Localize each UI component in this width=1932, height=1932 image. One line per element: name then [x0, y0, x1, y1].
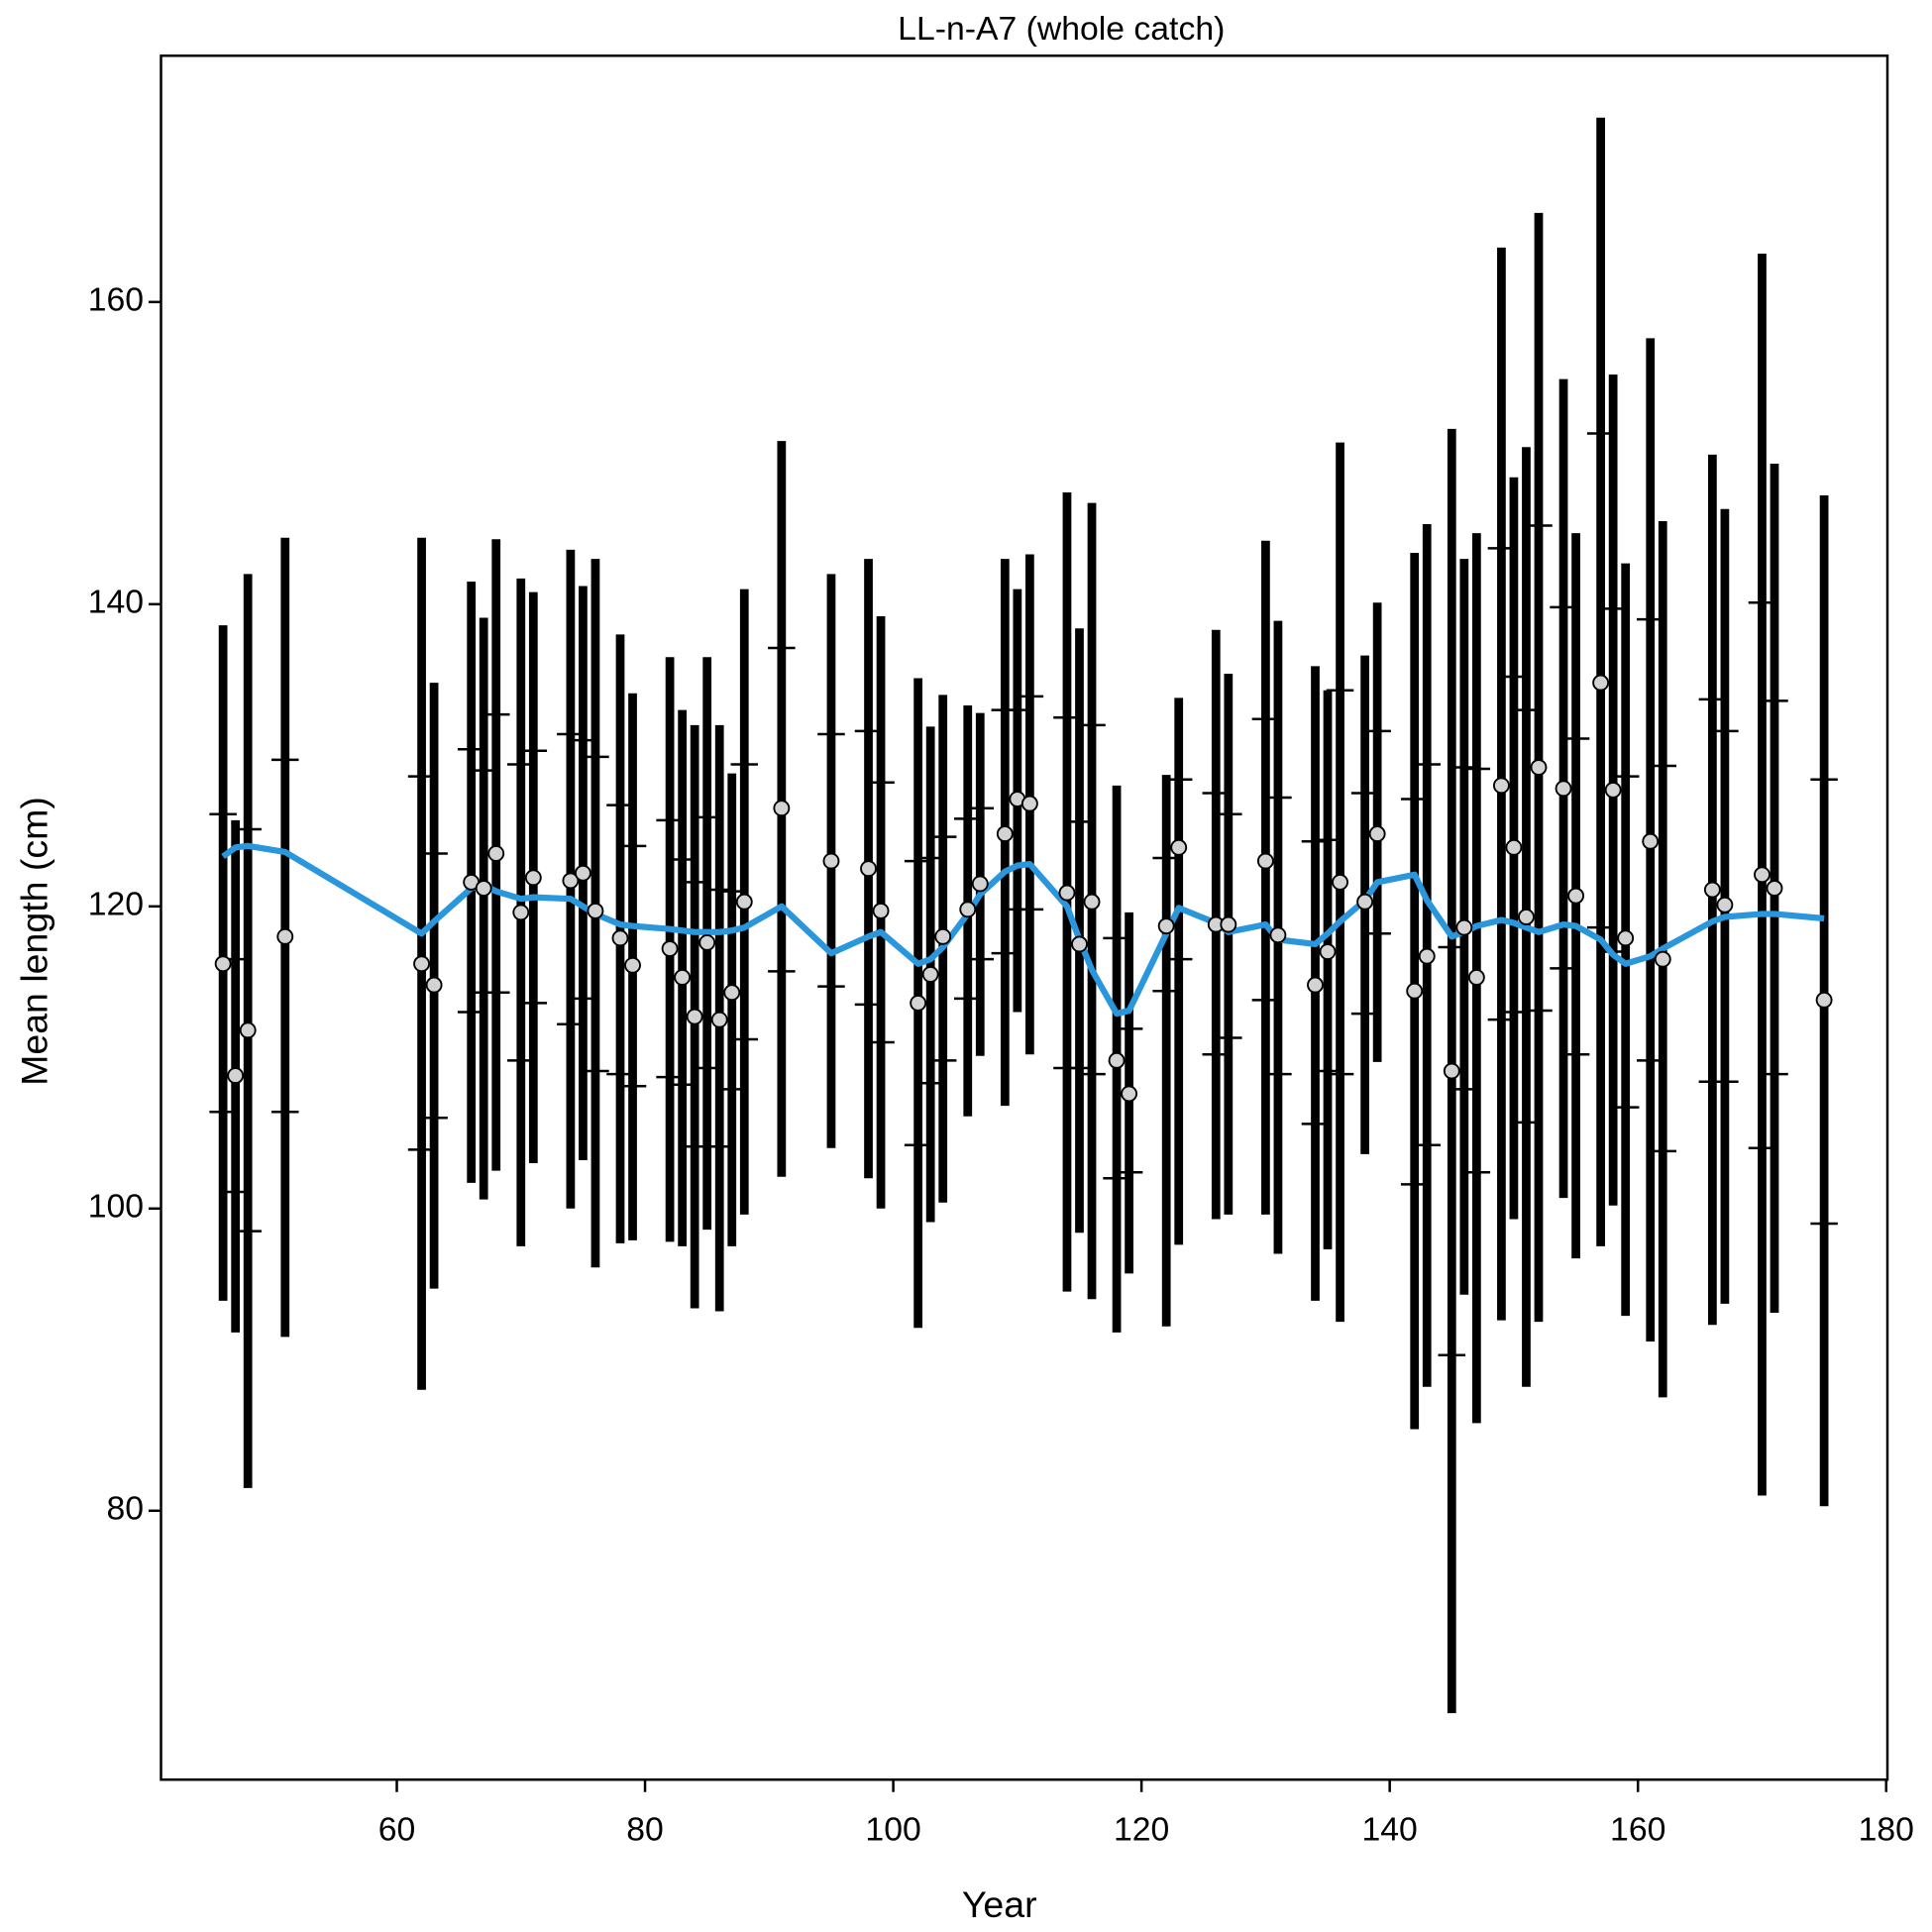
- mean-point: [1443, 1062, 1460, 1080]
- mean-point: [822, 852, 840, 870]
- mean-point: [860, 860, 877, 878]
- mean-point: [710, 1011, 728, 1028]
- mean-point: [512, 904, 530, 921]
- mean-point: [227, 1067, 245, 1085]
- mean-point: [587, 902, 604, 919]
- mean-point: [1642, 832, 1660, 850]
- mean-point: [1530, 759, 1548, 776]
- mean-point: [1356, 893, 1374, 911]
- x-tick-label: 120: [1114, 1811, 1169, 1849]
- mean-point: [1368, 825, 1386, 843]
- mean-point: [934, 927, 952, 945]
- x-tick-label: 80: [626, 1811, 664, 1849]
- x-tick-label: 160: [1610, 1811, 1665, 1849]
- mean-point: [1256, 852, 1274, 870]
- mean-point: [475, 880, 492, 897]
- mean-point: [1406, 982, 1424, 1000]
- mean-point: [1170, 838, 1188, 856]
- mean-point: [1518, 909, 1535, 925]
- mean-point: [996, 825, 1014, 843]
- mean-point: [1654, 950, 1671, 968]
- mean-point: [624, 956, 641, 974]
- mean-point: [1455, 918, 1473, 936]
- x-tick-label: 180: [1859, 1811, 1914, 1849]
- mean-point: [661, 940, 679, 957]
- mean-point: [413, 955, 431, 973]
- mean-point: [1505, 838, 1523, 856]
- mean-point: [910, 994, 927, 1012]
- x-tick-label: 60: [378, 1811, 416, 1849]
- mean-point: [698, 933, 716, 951]
- x-tick-label: 100: [865, 1811, 920, 1849]
- y-tick-label: 100: [88, 1188, 144, 1226]
- y-tick-label: 140: [88, 584, 144, 621]
- mean-point: [1716, 896, 1734, 913]
- mean-point: [921, 965, 939, 983]
- mean-point: [425, 976, 443, 994]
- mean-point: [1083, 893, 1101, 911]
- mean-point: [1555, 780, 1572, 798]
- mean-point: [674, 969, 692, 986]
- mean-point: [611, 929, 629, 947]
- mean-point: [1467, 969, 1485, 986]
- mean-point: [574, 864, 591, 882]
- mean-point: [1307, 976, 1324, 994]
- mean-point: [1157, 917, 1175, 935]
- mean-point: [1319, 943, 1337, 960]
- chart-title: LL-n-A7 (whole catch): [898, 10, 1225, 48]
- mean-point: [239, 1021, 257, 1039]
- plot-frame: [160, 54, 1889, 1781]
- mean-point: [959, 901, 977, 918]
- mean-point: [1766, 880, 1783, 897]
- mean-point: [1071, 935, 1088, 953]
- mean-point: [1121, 1085, 1138, 1103]
- mean-point: [1108, 1051, 1126, 1069]
- mean-point: [1567, 887, 1585, 905]
- y-tick-label: 80: [106, 1490, 144, 1528]
- mean-point: [562, 872, 580, 890]
- mean-point: [971, 875, 989, 893]
- mean-point: [1617, 929, 1635, 947]
- x-tick-label: 140: [1362, 1811, 1418, 1849]
- y-tick-label: 120: [88, 886, 144, 923]
- fit-line: [221, 842, 1825, 1018]
- mean-point: [524, 869, 542, 887]
- mean-point: [773, 800, 791, 817]
- mean-point: [1754, 866, 1771, 884]
- y-axis-label: Mean length (cm): [13, 797, 54, 1086]
- mean-point: [1703, 881, 1721, 899]
- mean-point: [1492, 777, 1510, 795]
- mean-point: [487, 845, 505, 862]
- mean-point: [1020, 795, 1038, 812]
- mean-point: [1269, 926, 1287, 944]
- mean-point: [1815, 991, 1833, 1009]
- mean-point: [214, 955, 232, 973]
- mean-point: [1604, 781, 1622, 799]
- mean-point: [1418, 947, 1436, 965]
- mean-point: [1220, 915, 1237, 933]
- mean-point: [735, 893, 753, 911]
- mean-point: [1332, 873, 1348, 891]
- mean-point: [872, 902, 890, 919]
- mean-point: [1592, 674, 1610, 692]
- mean-point: [686, 1008, 703, 1025]
- mean-point: [723, 984, 741, 1002]
- mean-point: [1058, 884, 1076, 902]
- mean-point: [276, 927, 294, 945]
- y-tick-label: 160: [88, 281, 144, 319]
- x-axis-label: Year: [962, 1883, 1037, 1925]
